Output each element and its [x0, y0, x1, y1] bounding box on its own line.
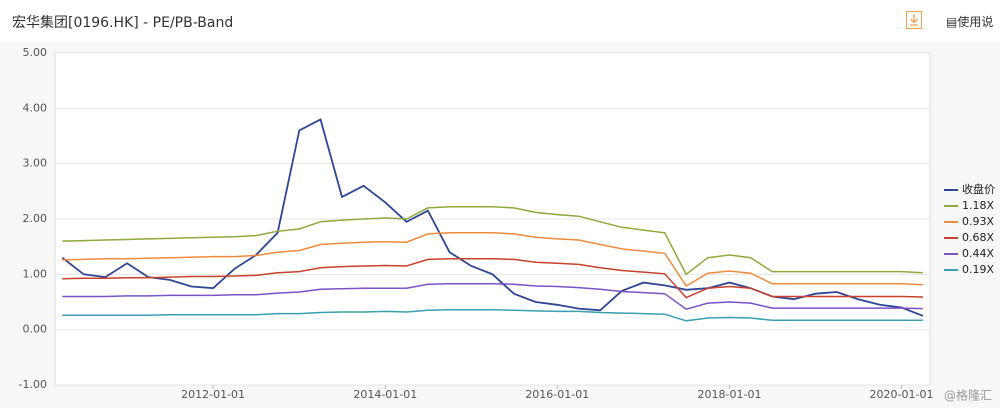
legend-label: 0.19X: [962, 263, 994, 276]
x-tick-label: 2014-01-01: [353, 388, 417, 401]
help-icon: ▤: [946, 15, 958, 29]
y-tick-label: 3.00: [23, 157, 48, 170]
icon-frame: [906, 11, 922, 29]
y-tick-label: 0.00: [23, 323, 48, 336]
legend-label: 1.18X: [962, 199, 994, 212]
x-tick-label: 2016-01-01: [525, 388, 589, 401]
icon-arrow: [910, 14, 918, 26]
series-line: [62, 232, 923, 288]
legend-label: 收盘价: [962, 182, 995, 196]
legend-label: 0.93X: [962, 215, 994, 228]
y-tick-label: -1.00: [19, 378, 47, 391]
help-link[interactable]: ▤使用说: [946, 13, 993, 30]
header: 宏华集团[0196.HK] - PE/PB-Band ▤使用说: [0, 0, 1000, 42]
x-tick-label: 2018-01-01: [698, 388, 762, 401]
y-tick-label: 2.00: [23, 212, 48, 225]
y-tick-label: 4.00: [23, 101, 48, 114]
series-line: [61, 118, 924, 317]
x-tick-label: 2012-01-01: [181, 388, 245, 401]
watermark: @格隆汇: [944, 388, 992, 403]
legend-label: 0.68X: [962, 231, 994, 244]
page-title: 宏华集团[0196.HK] - PE/PB-Band: [12, 15, 234, 31]
legend: 收盘价 1.18X 0.93X 0.68X 0.44X 0.19X: [944, 182, 995, 276]
legend-label: 0.44X: [962, 247, 994, 260]
series-line: [62, 308, 923, 322]
x-tick-label: 2020-01-01: [870, 388, 934, 401]
y-tick-label: 5.00: [23, 46, 48, 59]
series-line: [62, 206, 923, 276]
download-icon[interactable]: [906, 11, 922, 29]
help-text[interactable]: 使用说: [957, 15, 994, 29]
y-tick-label: 1.00: [23, 267, 48, 280]
series-line: [62, 258, 923, 299]
series-line: [62, 282, 923, 311]
